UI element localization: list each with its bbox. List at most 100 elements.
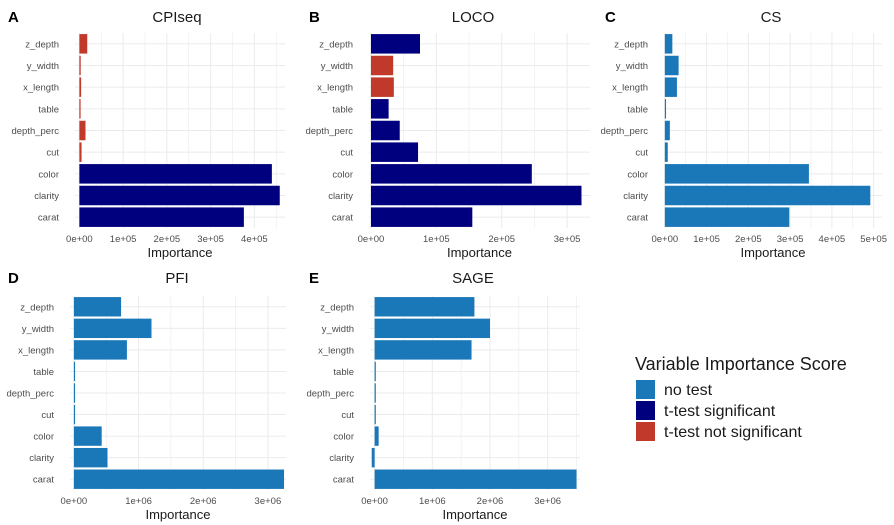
x-tick-label: 2e+05: [735, 234, 762, 245]
x-tick-label: 4e+05: [819, 234, 846, 245]
bar-depth-perc: [79, 120, 86, 141]
y-tick-label: z_depth: [25, 39, 59, 50]
legend-label: t-test significant: [664, 403, 776, 420]
bar-cut: [664, 142, 668, 162]
y-tick-label: z_depth: [20, 302, 54, 313]
x-tick-label: 3e+06: [255, 496, 282, 507]
x-axis-title: Importance: [740, 245, 805, 260]
y-tick-label: table: [333, 367, 354, 378]
y-tick-label: color: [33, 432, 54, 443]
y-tick-label: z_depth: [614, 39, 648, 50]
legend-title: Variable Importance Score: [635, 354, 847, 374]
bar-cut: [79, 142, 82, 162]
bar-clarity: [664, 185, 871, 206]
bar-y-width: [664, 55, 679, 76]
x-tick-label: 1e+05: [693, 234, 720, 245]
y-tick-label: y_width: [27, 61, 59, 72]
y-tick-label: carat: [38, 213, 59, 224]
y-tick-label: clarity: [623, 191, 648, 202]
x-tick-label: 1e+06: [419, 496, 446, 507]
panel-title: SAGE: [452, 270, 494, 287]
x-tick-label: 1e+06: [125, 496, 152, 507]
bar-color: [374, 426, 379, 446]
bar-y-width: [79, 55, 81, 76]
y-tick-label: x_length: [318, 345, 354, 356]
x-tick-label: 4e+05: [241, 234, 268, 245]
y-tick-label: y_width: [616, 61, 648, 72]
x-tick-label: 2e+06: [477, 496, 504, 507]
bar-carat: [374, 469, 577, 489]
bar-clarity: [79, 185, 280, 206]
x-axis-title: Importance: [147, 245, 212, 260]
x-axis-title: Importance: [447, 245, 512, 260]
panel-title: LOCO: [452, 9, 495, 26]
y-tick-label: x_length: [23, 83, 59, 94]
bar-cut: [73, 404, 76, 425]
panel-letter: B: [309, 9, 320, 26]
bar-table: [79, 99, 81, 119]
x-tick-label: 3e+05: [197, 234, 224, 245]
y-tick-label: x_length: [612, 83, 648, 94]
y-tick-label: color: [332, 169, 353, 180]
y-tick-label: x_length: [18, 345, 54, 356]
y-tick-label: cut: [340, 148, 353, 159]
y-tick-label: cut: [341, 410, 354, 421]
x-tick-label: 0e+00: [61, 496, 88, 507]
panel-letter: A: [8, 9, 19, 26]
bar-cut: [374, 404, 376, 425]
panel-letter: E: [309, 270, 319, 287]
legend-label: t-test not significant: [664, 424, 802, 441]
x-tick-label: 3e+06: [534, 496, 561, 507]
y-tick-label: table: [627, 104, 648, 115]
bar-z-depth: [79, 34, 88, 54]
bar-x-length: [370, 77, 394, 97]
x-tick-label: 2e+06: [190, 496, 217, 507]
x-tick-label: 0e+00: [651, 234, 678, 245]
y-tick-label: clarity: [329, 453, 354, 464]
legend-label: no test: [664, 382, 713, 399]
legend-swatch: [636, 422, 655, 441]
y-tick-label: clarity: [328, 191, 353, 202]
y-tick-label: table: [332, 104, 353, 115]
bar-x-length: [79, 77, 82, 97]
y-tick-label: table: [38, 104, 59, 115]
y-tick-label: carat: [627, 213, 648, 224]
bar-y-width: [73, 318, 152, 339]
y-tick-label: depth_perc: [305, 126, 353, 137]
panel-letter: D: [8, 270, 19, 287]
x-tick-label: 2e+05: [488, 234, 515, 245]
bar-carat: [370, 207, 473, 227]
x-axis-title: Importance: [145, 507, 210, 522]
y-tick-label: carat: [33, 475, 54, 486]
bar-depth-perc: [370, 120, 400, 141]
x-tick-label: 5e+05: [860, 234, 887, 245]
bar-x-length: [374, 340, 472, 360]
x-tick-label: 1e+05: [423, 234, 450, 245]
y-tick-label: depth_perc: [11, 126, 59, 137]
y-tick-label: carat: [332, 213, 353, 224]
bar-x-length: [73, 340, 127, 360]
x-tick-label: 1e+05: [110, 234, 137, 245]
legend-swatch: [636, 380, 655, 399]
legend-item-no-test: no test: [636, 380, 713, 399]
x-tick-label: 0e+00: [66, 234, 93, 245]
bar-z-depth: [374, 297, 475, 317]
bar-color: [73, 426, 102, 446]
y-tick-label: clarity: [34, 191, 59, 202]
x-tick-label: 3e+05: [777, 234, 804, 245]
y-tick-label: color: [333, 432, 354, 443]
y-tick-label: depth_perc: [306, 389, 354, 400]
bar-y-width: [370, 55, 394, 76]
bar-cut: [370, 142, 419, 162]
x-tick-label: 0e+00: [361, 496, 388, 507]
y-tick-label: cut: [41, 410, 54, 421]
bar-table: [664, 99, 667, 119]
legend-item-t-test-significant: t-test significant: [636, 401, 776, 420]
y-tick-label: cut: [635, 148, 648, 159]
bar-clarity: [370, 185, 582, 206]
